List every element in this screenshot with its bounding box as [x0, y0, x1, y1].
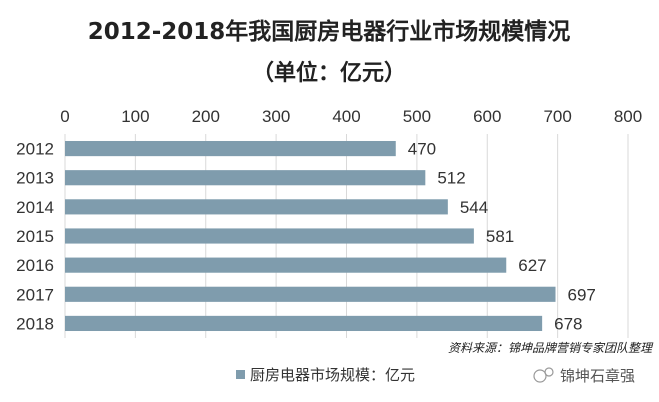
data-label: 544 [460, 198, 488, 217]
y-category-label: 2015 [16, 227, 54, 246]
watermark-icon-dot [544, 367, 554, 377]
x-tick-label: 400 [332, 107, 360, 126]
bar [65, 140, 396, 157]
x-tick-label: 600 [473, 107, 501, 126]
chart-title: 2012-2018年我国厨房电器行业市场规模情况 [88, 18, 571, 45]
x-tick-label: 700 [543, 107, 571, 126]
y-category-label: 2018 [16, 314, 54, 333]
bar [65, 257, 507, 273]
x-tick-label: 800 [614, 107, 642, 126]
bar [65, 170, 426, 186]
y-category-label: 2016 [16, 256, 54, 275]
legend-label: 厨房电器市场规模：亿元 [250, 366, 415, 384]
x-tick-label: 500 [403, 107, 431, 126]
data-label: 581 [486, 227, 514, 246]
data-label: 470 [408, 140, 436, 159]
source-note: 资料来源：锦坤品牌营销专家团队整理 [448, 341, 654, 355]
chart-subtitle: （单位：亿元） [252, 60, 406, 86]
watermark-text: 锦坤石章强 [560, 367, 635, 385]
x-axis-ticks: 0 100 200 300 400 500 600 700 800 [60, 107, 642, 126]
data-label: 678 [554, 314, 582, 333]
y-category-label: 2017 [16, 285, 54, 304]
data-label: 697 [568, 285, 596, 304]
bars: 2012 470 2013 512 2014 544 2015 581 2016 627 2017 6… [16, 140, 596, 334]
data-label: 512 [437, 169, 465, 188]
legend: 厨房电器市场规模：亿元 [236, 366, 415, 384]
data-label: 627 [518, 256, 546, 275]
y-category-label: 2014 [16, 198, 54, 217]
x-tick-label: 0 [60, 107, 69, 126]
legend-swatch [236, 370, 245, 379]
x-tick-label: 300 [262, 107, 290, 126]
watermark: 锦坤石章强 [533, 367, 635, 385]
y-category-label: 2013 [16, 169, 54, 188]
watermark-icon [533, 369, 547, 383]
x-tick-label: 200 [192, 107, 220, 126]
bar [65, 228, 474, 244]
bar [65, 286, 556, 302]
bar [65, 315, 543, 332]
bar [65, 199, 448, 215]
y-category-label: 2012 [16, 140, 54, 159]
x-tick-label: 100 [121, 107, 149, 126]
